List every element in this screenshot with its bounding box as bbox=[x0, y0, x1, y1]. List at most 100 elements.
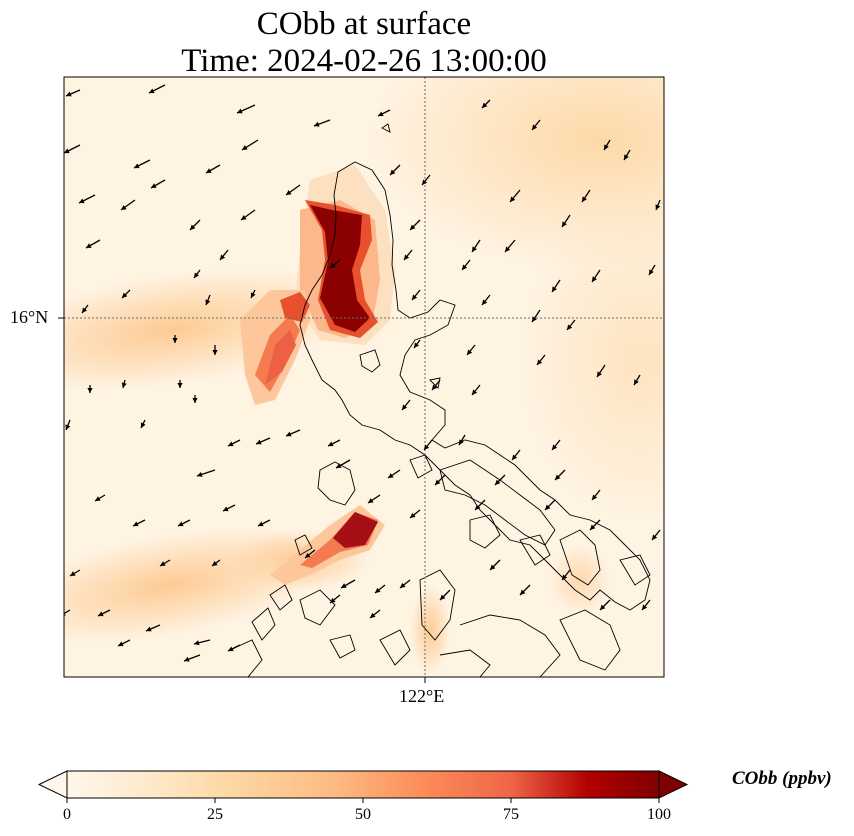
wind-arrow-head bbox=[472, 389, 478, 395]
wind-arrow-head bbox=[192, 398, 198, 403]
wind-arrow-head bbox=[624, 154, 629, 160]
wind-arrow-head bbox=[532, 316, 537, 322]
wind-arrow-head bbox=[205, 299, 211, 305]
wind-arrow-head bbox=[228, 441, 234, 447]
wind-arrow-head bbox=[388, 473, 394, 478]
wind-arrow-head bbox=[223, 506, 229, 512]
colorbar-tick-25: 25 bbox=[207, 806, 223, 823]
wind-arrow-head bbox=[597, 371, 602, 377]
wind-arrow-head bbox=[600, 604, 606, 610]
colorbar-tick-100: 100 bbox=[647, 806, 671, 823]
map-plot-area bbox=[64, 77, 664, 677]
wind-arrow-head bbox=[330, 597, 336, 603]
wind-arrow-head bbox=[70, 571, 76, 576]
wind-arrow-head bbox=[190, 224, 196, 230]
wind-arrow-head bbox=[220, 254, 226, 260]
map-frame bbox=[63, 76, 665, 678]
wind-arrow-head bbox=[495, 479, 501, 485]
wind-arrow-head bbox=[375, 587, 381, 593]
wind-arrow-head bbox=[590, 524, 596, 530]
wind-arrow-head bbox=[98, 611, 104, 617]
wind-arrow-head bbox=[314, 121, 320, 127]
wind-arrow-head bbox=[65, 424, 71, 430]
wind-arrow-head bbox=[440, 594, 446, 600]
wind-arrow-head bbox=[655, 204, 661, 210]
wind-arrow-head bbox=[228, 646, 234, 652]
wind-arrow-head bbox=[410, 224, 416, 230]
plume-south bbox=[270, 505, 385, 585]
colorbar-tick-50: 50 bbox=[355, 806, 371, 823]
wind-arrow-head bbox=[562, 221, 567, 227]
wind-arrow-head bbox=[86, 243, 92, 248]
wind-arrow-head bbox=[118, 641, 124, 647]
wind-arrow-head bbox=[121, 204, 127, 210]
wind-arrow-head bbox=[537, 359, 543, 365]
wind-arrow-head bbox=[402, 404, 408, 410]
wind-arrow-head bbox=[328, 441, 334, 447]
wind-arrow-head bbox=[184, 656, 190, 662]
map-title: CObb at surface bbox=[256, 6, 472, 42]
wind-arrow-head bbox=[652, 534, 658, 540]
wind-arrow-head bbox=[432, 384, 438, 390]
wind-arrow-head bbox=[212, 350, 218, 355]
wind-arrow-head bbox=[82, 307, 88, 313]
wind-arrow-head bbox=[642, 604, 648, 610]
wind-arrow-head bbox=[149, 88, 155, 94]
wind-arrow-head bbox=[206, 168, 212, 173]
colorbar-label: CObb (ppbv) bbox=[732, 768, 832, 789]
colorbar-extend-max bbox=[658, 770, 689, 799]
wind-arrow-head bbox=[286, 189, 292, 195]
wind-arrow-head bbox=[520, 589, 526, 595]
wind-arrow-head bbox=[250, 292, 256, 298]
wind-arrow-head bbox=[582, 196, 587, 202]
wind-arrow-head bbox=[133, 521, 139, 527]
wind-arrow-head bbox=[562, 574, 568, 580]
wind-arrow-head bbox=[286, 431, 292, 437]
wind-arrow-head bbox=[435, 479, 441, 485]
lat-tick-label: 16°N bbox=[10, 307, 49, 327]
wind-arrow-head bbox=[194, 640, 200, 646]
wind-arrow-head bbox=[241, 214, 247, 220]
map-subtitle: Time: 2024-02-26 13:00:00 bbox=[181, 43, 547, 79]
wind-arrow-head bbox=[258, 521, 264, 527]
wind-arrow-head bbox=[242, 145, 248, 150]
wind-arrow-head bbox=[410, 512, 416, 518]
wind-arrow-shaft bbox=[64, 609, 71, 615]
wind-arrow-head bbox=[194, 272, 200, 278]
wind-arrow-head bbox=[592, 494, 598, 500]
wind-arrow-head bbox=[121, 382, 127, 388]
wind-arrow-head bbox=[404, 254, 410, 260]
lon-tick-label: 122°E bbox=[399, 686, 445, 706]
wind-arrow-head bbox=[552, 286, 557, 292]
wind-arrow-head bbox=[462, 264, 468, 270]
wind-arrow-head bbox=[472, 246, 477, 252]
wind-arrow-head bbox=[172, 338, 178, 343]
wind-arrow-head bbox=[634, 379, 639, 385]
wind-arrow-head bbox=[95, 496, 101, 501]
wind-arrow-head bbox=[330, 262, 336, 268]
wind-arrow-head bbox=[237, 108, 243, 114]
wind-arrow-head bbox=[341, 583, 347, 588]
wind-arrow-head bbox=[412, 294, 418, 300]
wind-arrow-head bbox=[368, 498, 374, 503]
wind-arrow-head bbox=[151, 183, 157, 188]
colorbar-tick-75: 75 bbox=[503, 806, 519, 823]
colorbar-extend-min bbox=[37, 770, 68, 799]
wind-arrow-head bbox=[424, 444, 430, 450]
wind-arrow-head bbox=[545, 504, 551, 510]
wind-arrow-head bbox=[177, 383, 183, 388]
wind-arrow-head bbox=[390, 169, 396, 175]
wind-arrow-head bbox=[400, 582, 406, 588]
wind-arrow-head bbox=[87, 388, 93, 393]
wind-arrow-head bbox=[482, 102, 488, 108]
wind-arrow-head bbox=[140, 422, 146, 428]
wind-arrow-head bbox=[122, 292, 128, 298]
colorbar-ticks bbox=[66, 798, 660, 803]
wind-arrow-head bbox=[64, 148, 70, 154]
wind-arrow-head bbox=[490, 564, 496, 570]
wind-arrow-head bbox=[512, 454, 518, 460]
wind-arrow-head bbox=[475, 504, 481, 510]
wind-arrow-head bbox=[178, 521, 184, 527]
plume-north bbox=[240, 165, 395, 405]
